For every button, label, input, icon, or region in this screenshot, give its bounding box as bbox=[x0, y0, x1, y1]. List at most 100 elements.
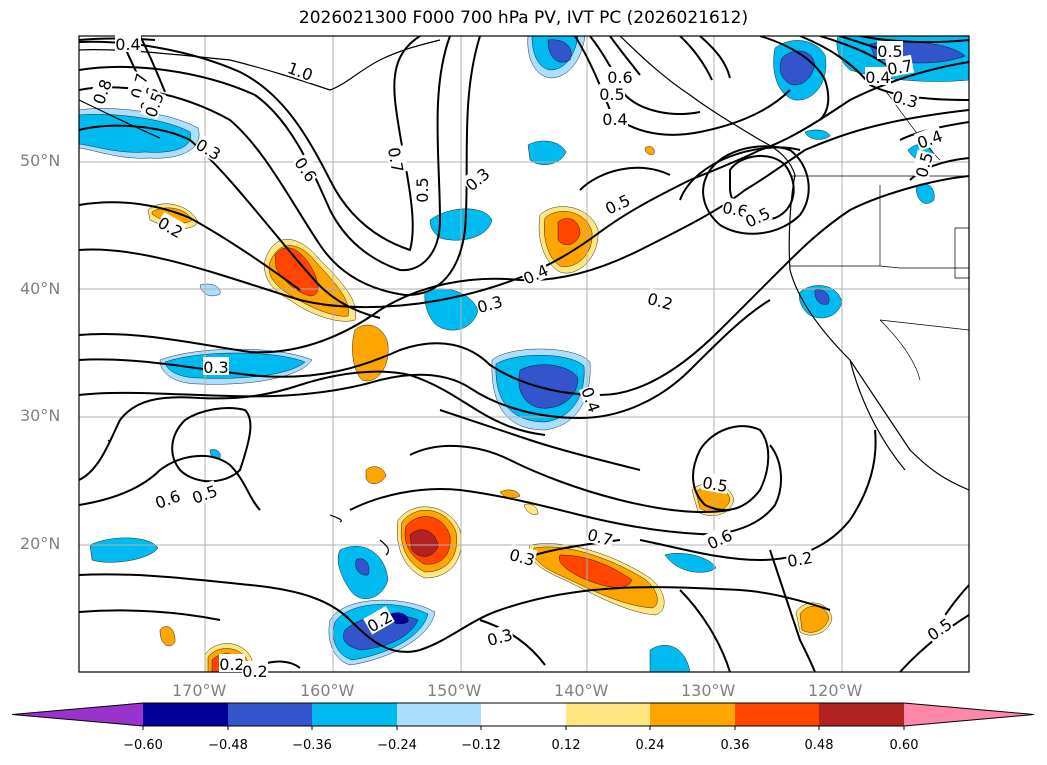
colorbar-segment bbox=[481, 703, 566, 726]
lat-label-20n: 20°N bbox=[20, 534, 61, 553]
colorbar-segment bbox=[228, 703, 312, 726]
contour-label: 0.3 bbox=[203, 358, 228, 377]
contour-label-bg bbox=[385, 145, 409, 175]
negative-region bbox=[518, 364, 579, 409]
colorbar-tick-label: −0.24 bbox=[377, 738, 417, 753]
contour-label-bg bbox=[189, 480, 220, 507]
contour-label: 0.4 bbox=[602, 110, 627, 129]
contour-label-bg bbox=[914, 125, 945, 152]
contour-label: 0.2 bbox=[786, 548, 814, 571]
contour-label-bg bbox=[923, 613, 955, 644]
positive-region bbox=[409, 529, 439, 557]
contour-label-bg bbox=[363, 605, 395, 635]
contour-label-bg bbox=[911, 149, 936, 180]
lon-label-150w: 150°W bbox=[427, 681, 482, 700]
contour-label-bg bbox=[412, 177, 430, 203]
contour-label-bg bbox=[140, 89, 167, 120]
lon-label-120w: 120°W bbox=[808, 681, 863, 700]
contour-label-bg bbox=[219, 654, 245, 672]
colorbar-tick-label: −0.48 bbox=[208, 738, 248, 753]
colorbar-extend-high bbox=[904, 703, 1034, 726]
negative-region bbox=[804, 129, 831, 140]
contour-label-bg bbox=[741, 202, 773, 230]
contour-label-bg bbox=[890, 86, 921, 111]
contour-label-bg bbox=[865, 67, 891, 85]
contour-label-bg bbox=[291, 153, 322, 185]
negative-region bbox=[547, 39, 572, 63]
colorbar-tick-label: −0.12 bbox=[461, 738, 501, 753]
contour-label: 0.6 bbox=[607, 68, 632, 87]
lat-label-30n: 30°N bbox=[20, 406, 61, 425]
colorbar-extend-low bbox=[12, 703, 143, 726]
contour-label-bg bbox=[607, 67, 633, 85]
contour-label-bg bbox=[700, 471, 730, 495]
colorbar-segment bbox=[650, 703, 735, 726]
positive-region bbox=[365, 466, 387, 484]
contour-label: 0.6 bbox=[721, 198, 749, 221]
colorbar-segment bbox=[566, 703, 650, 726]
colorbar-segment bbox=[735, 703, 819, 726]
contour-label-bg bbox=[785, 546, 815, 570]
contour-label-bg bbox=[645, 288, 676, 313]
colorbar-segment bbox=[312, 703, 397, 726]
contour-label: 0.7 bbox=[886, 56, 914, 79]
contour-label-bg bbox=[602, 109, 628, 127]
contour-label-layer: 0.40.80.70.60.51.00.30.60.70.50.20.30.50… bbox=[88, 34, 956, 681]
positive-region bbox=[352, 324, 389, 382]
contour-label-bg bbox=[474, 291, 505, 316]
colorbar-segment bbox=[397, 703, 481, 726]
contour-label-bg bbox=[460, 163, 493, 194]
colorbar-tick-label: 0.12 bbox=[551, 738, 581, 753]
contour-label: 0.4 bbox=[865, 68, 890, 87]
colorbar-segment bbox=[819, 703, 904, 726]
positive-region bbox=[523, 503, 539, 515]
positive-region bbox=[274, 247, 319, 297]
lon-label-140w: 140°W bbox=[554, 681, 609, 700]
lon-label-160w: 160°W bbox=[300, 681, 355, 700]
contour-label-bg bbox=[242, 661, 268, 679]
lat-label-50n: 50°N bbox=[20, 151, 61, 170]
colorbar-tick-label: 0.24 bbox=[635, 738, 665, 753]
coastlines bbox=[79, 36, 969, 556]
positive-region bbox=[799, 606, 830, 633]
contour-label: 0.4 bbox=[115, 35, 140, 54]
map-title: 2026021300 F000 700 hPa PV, IVT PC (2026… bbox=[298, 8, 749, 28]
borders bbox=[790, 89, 969, 381]
colorbar-tick-label: −0.60 bbox=[123, 738, 163, 753]
negative-region bbox=[355, 558, 370, 576]
contour-label-bg bbox=[519, 259, 551, 287]
contour-label-bg bbox=[203, 357, 229, 375]
colorbar-tick-label: 0.60 bbox=[889, 738, 919, 753]
colorbar bbox=[11, 702, 1035, 730]
contour-label-bg bbox=[285, 57, 316, 84]
colorbar-tick-label: −0.36 bbox=[292, 738, 332, 753]
contour-label-bg bbox=[599, 84, 625, 102]
lat-label-40n: 40°N bbox=[20, 279, 61, 298]
lon-label-130w: 130°W bbox=[681, 681, 736, 700]
contour-label-bg bbox=[703, 524, 735, 552]
contour-label: 0.5 bbox=[413, 177, 432, 202]
negative-region bbox=[814, 289, 830, 305]
contour-label: 0.5 bbox=[701, 473, 729, 496]
contour-label-bg bbox=[885, 54, 915, 78]
contour-label: 0.5 bbox=[877, 42, 902, 61]
positive-region bbox=[159, 626, 176, 647]
contour-label-bg bbox=[193, 133, 225, 163]
contour-label-bg bbox=[152, 485, 183, 512]
negative-region bbox=[424, 288, 479, 331]
contour-label-bg bbox=[601, 189, 633, 217]
contour-label: 0.7 bbox=[384, 146, 407, 174]
negative-region bbox=[79, 114, 191, 153]
contour-label-bg bbox=[507, 544, 538, 569]
contour-label-bg bbox=[115, 34, 141, 52]
contour-label: 0.5 bbox=[599, 85, 624, 104]
colorbar-segment bbox=[143, 703, 228, 726]
contour-label-bg bbox=[484, 624, 515, 649]
positive-region bbox=[557, 218, 581, 245]
map-frame bbox=[78, 35, 970, 673]
contour-label-bg bbox=[578, 384, 605, 415]
contour-label-bg bbox=[585, 524, 616, 549]
negative-region bbox=[164, 352, 306, 379]
contour-label-bg bbox=[155, 211, 187, 241]
